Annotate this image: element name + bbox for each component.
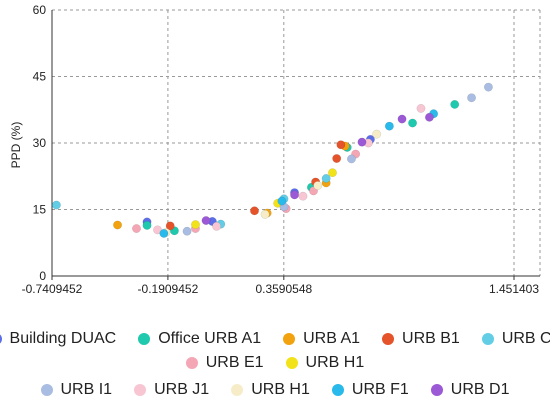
data-point bbox=[416, 103, 426, 113]
legend-swatch bbox=[185, 357, 198, 369]
data-point bbox=[397, 114, 407, 124]
gridlines bbox=[52, 9, 541, 276]
legend-label: URB J1 bbox=[154, 381, 210, 398]
legend-swatch bbox=[0, 333, 2, 345]
legend-item[interactable]: URB E1 bbox=[185, 354, 264, 372]
legend-label: URB F1 bbox=[351, 381, 409, 398]
y-tick-label: 15 bbox=[33, 203, 47, 217]
data-point bbox=[201, 216, 211, 226]
legend-swatch bbox=[40, 384, 53, 396]
legend-label: URB H1 bbox=[251, 381, 310, 398]
tick-labels: 0 15 30 45 60 -0.7409452 -0.1909452 0.3590548 1.… bbox=[22, 3, 540, 296]
data-point bbox=[113, 220, 122, 230]
legend-item[interactable]: URB B1 bbox=[382, 330, 460, 348]
legend-item[interactable]: URB H1 bbox=[285, 354, 365, 372]
legend-item[interactable]: URB I1 bbox=[40, 381, 113, 399]
y-tick-label: 45 bbox=[33, 70, 47, 84]
x-tick-label: 1.451403 bbox=[489, 282, 539, 296]
legend-item[interactable]: URB D1 bbox=[430, 381, 510, 399]
legend-label: URB C1 bbox=[501, 330, 550, 347]
data-point bbox=[321, 174, 331, 183]
data-point bbox=[132, 224, 141, 234]
data-point bbox=[336, 140, 346, 150]
data-point bbox=[212, 221, 222, 231]
legend-item[interactable]: URB H1 bbox=[231, 381, 310, 399]
data-point bbox=[483, 82, 493, 92]
legend-swatch bbox=[138, 333, 151, 345]
data-point bbox=[290, 190, 299, 200]
legend-label: Office URB A1 bbox=[158, 330, 262, 347]
legend-label: URB I1 bbox=[60, 381, 113, 398]
legend-item[interactable]: URB F1 bbox=[331, 381, 409, 399]
y-axis-label: PPD (%) bbox=[9, 122, 23, 169]
data-point bbox=[142, 221, 152, 230]
data-point bbox=[384, 121, 394, 131]
legend-item[interactable]: URB A1 bbox=[283, 330, 360, 348]
axes bbox=[51, 10, 540, 280]
legend-swatch bbox=[331, 384, 344, 396]
x-tick-label: 0.3590548 bbox=[255, 282, 312, 296]
data-points bbox=[51, 82, 493, 238]
y-tick-label: 0 bbox=[39, 269, 46, 283]
legend-label: URB B1 bbox=[402, 330, 460, 347]
data-point bbox=[332, 154, 342, 163]
data-point bbox=[408, 118, 418, 128]
data-point bbox=[250, 206, 259, 216]
x-tick-label: -0.1909452 bbox=[138, 282, 199, 296]
data-point bbox=[372, 129, 382, 139]
data-point bbox=[346, 154, 356, 164]
legend-label: URB H1 bbox=[305, 354, 365, 371]
x-tick-label: -0.7409452 bbox=[22, 282, 83, 296]
legend-row: URB I1 URB J1 URB H1 URB F1 URB D1 bbox=[0, 381, 550, 399]
legend-item[interactable]: URB C1 bbox=[481, 330, 550, 348]
y-tick-label: 30 bbox=[33, 136, 47, 150]
legend-row: URB E1 URB H1 bbox=[0, 354, 550, 372]
legend-swatch bbox=[382, 333, 395, 345]
legend-label: URB D1 bbox=[450, 381, 510, 398]
data-point bbox=[424, 112, 434, 122]
legend-swatch bbox=[430, 384, 443, 396]
legend-swatch bbox=[481, 333, 494, 345]
data-point bbox=[159, 228, 169, 238]
legend-label: Building DUAC bbox=[9, 330, 117, 347]
legend-item[interactable]: Office URB A1 bbox=[138, 330, 261, 348]
legend-item[interactable]: Building DUAC bbox=[0, 330, 116, 348]
data-point bbox=[313, 181, 323, 191]
data-point bbox=[277, 196, 287, 206]
data-point bbox=[298, 191, 308, 201]
legend-swatch bbox=[231, 384, 244, 396]
data-point bbox=[165, 221, 175, 231]
legend-swatch bbox=[134, 384, 147, 396]
data-point bbox=[260, 209, 270, 219]
legend-item[interactable]: URB J1 bbox=[134, 381, 209, 399]
data-point bbox=[191, 220, 200, 230]
legend-label: URB E1 bbox=[205, 354, 264, 371]
data-point bbox=[182, 226, 192, 236]
legend-swatch bbox=[283, 333, 296, 345]
legend-label: URB A1 bbox=[303, 330, 361, 347]
y-tick-label: 60 bbox=[33, 3, 47, 17]
legend-row: Building DUAC Office URB A1 URB A1 URB B1 UR… bbox=[0, 330, 550, 348]
data-point bbox=[450, 99, 460, 109]
legend-swatch bbox=[285, 357, 298, 369]
data-point bbox=[357, 137, 367, 147]
data-point bbox=[467, 93, 477, 103]
data-point bbox=[51, 200, 61, 210]
data-point bbox=[328, 168, 337, 178]
